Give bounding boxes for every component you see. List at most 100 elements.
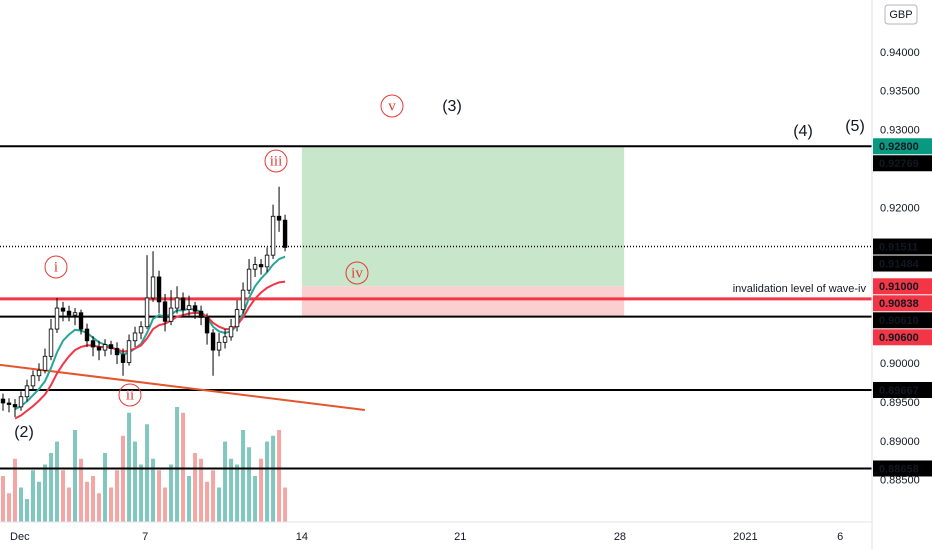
volume-bar xyxy=(133,441,138,522)
candle-body xyxy=(138,326,144,334)
volume-bar xyxy=(79,458,84,522)
price-label: 0.92769 xyxy=(879,158,919,170)
volume-bar xyxy=(151,458,156,522)
volume-bar xyxy=(181,412,186,522)
x-tick-label: 6 xyxy=(837,531,843,543)
candle-body xyxy=(216,341,222,351)
wave-circle xyxy=(264,149,288,173)
candle-body xyxy=(150,276,156,299)
candle-body xyxy=(48,328,54,357)
volume-bar xyxy=(175,407,180,522)
candle-body xyxy=(168,307,174,322)
candle-body xyxy=(258,264,264,268)
price-label: 0.90610 xyxy=(879,315,919,327)
volume-bar xyxy=(187,476,192,522)
candle-body xyxy=(132,332,138,342)
volume-bar xyxy=(193,453,198,522)
degree-label: (3) xyxy=(442,98,462,115)
wave-label: v xyxy=(388,98,396,114)
wave-annotations: i ii iii iv v (2) (3) (4) (5) xyxy=(14,94,865,441)
wave-circle xyxy=(118,383,142,407)
price-label: 0.91000 xyxy=(879,281,919,293)
profit-zone xyxy=(301,146,625,287)
price-label-bg xyxy=(873,238,932,255)
y-tick-label: 0.89000 xyxy=(880,436,920,448)
x-tick-label: 14 xyxy=(296,531,308,543)
x-tick-label: 28 xyxy=(614,531,626,543)
candle-body xyxy=(30,375,36,387)
candle-body xyxy=(234,309,240,328)
candle-body xyxy=(222,336,228,343)
candle-body xyxy=(6,402,12,405)
candle-body xyxy=(84,328,90,342)
candle-body xyxy=(120,354,126,363)
candle-body xyxy=(210,332,216,351)
volume-bar xyxy=(43,464,48,522)
candle-body xyxy=(276,215,282,221)
price-axis-bg xyxy=(872,0,932,550)
volume-bar xyxy=(109,487,114,522)
x-tick-label: Dec xyxy=(10,531,30,543)
candle-body xyxy=(96,346,102,351)
volume-bar xyxy=(97,493,102,522)
price-label: 0.90600 xyxy=(879,332,919,344)
candle-body xyxy=(102,344,108,351)
wave-label: ii xyxy=(126,387,134,403)
candle-body xyxy=(186,305,192,311)
degree-label: (5) xyxy=(845,118,865,135)
candle-body xyxy=(90,340,96,348)
candle-body xyxy=(192,305,198,312)
y-tick-label: 0.89500 xyxy=(880,397,920,409)
candle-body xyxy=(72,312,78,316)
volume-bar xyxy=(31,470,36,522)
volume-bar xyxy=(265,441,270,522)
y-tick-label: 0.93000 xyxy=(880,125,920,137)
candle-body xyxy=(108,344,114,349)
price-label-bg xyxy=(873,278,932,295)
candle-body xyxy=(24,385,30,398)
volume-bar xyxy=(25,499,30,522)
loss-zone xyxy=(301,286,625,318)
candle-body xyxy=(156,276,162,303)
price-label: 0.90838 xyxy=(879,298,919,310)
volume-bar xyxy=(169,464,174,522)
candle-body xyxy=(264,254,270,268)
price-label: 0.89667 xyxy=(879,385,919,397)
price-label-bg xyxy=(873,312,932,329)
volume-bar xyxy=(247,447,252,522)
volume-bar xyxy=(127,412,132,522)
wave-circle xyxy=(345,261,369,285)
candle-body xyxy=(42,355,48,371)
wave-label: iii xyxy=(270,153,283,169)
candle-body xyxy=(12,404,18,408)
y-tick-label: 0.90000 xyxy=(880,358,920,370)
price-label-bg xyxy=(873,155,932,172)
volume-bar xyxy=(229,458,234,522)
y-tick-label: 0.92000 xyxy=(880,202,920,214)
price-label-bg xyxy=(873,329,932,346)
volume-bar xyxy=(271,435,276,522)
volume-bar xyxy=(283,487,288,522)
y-tick-label: 0.94000 xyxy=(880,47,920,59)
wave-label: i xyxy=(54,259,58,275)
volume-bar xyxy=(37,481,42,522)
volume-bar xyxy=(49,453,54,522)
candle-body xyxy=(240,289,246,311)
degree-label: (2) xyxy=(14,424,34,441)
wave-circle xyxy=(380,94,404,118)
price-label-bg xyxy=(873,138,932,155)
price-label: 0.91484 xyxy=(879,258,920,270)
volume-bar xyxy=(139,464,144,522)
currency-box[interactable] xyxy=(884,4,918,25)
x-tick-label: 2021 xyxy=(733,531,757,543)
candle-body xyxy=(282,219,288,248)
price-label: 0.88658 xyxy=(879,463,919,475)
volume-bar xyxy=(67,487,72,522)
volume-bar xyxy=(211,470,216,522)
x-tick-label: 21 xyxy=(454,531,466,543)
volume-bar xyxy=(223,441,228,522)
volume-bar xyxy=(145,424,150,522)
volume-bar xyxy=(61,470,66,522)
volume-bar xyxy=(1,476,6,522)
wave-circle xyxy=(44,255,68,279)
